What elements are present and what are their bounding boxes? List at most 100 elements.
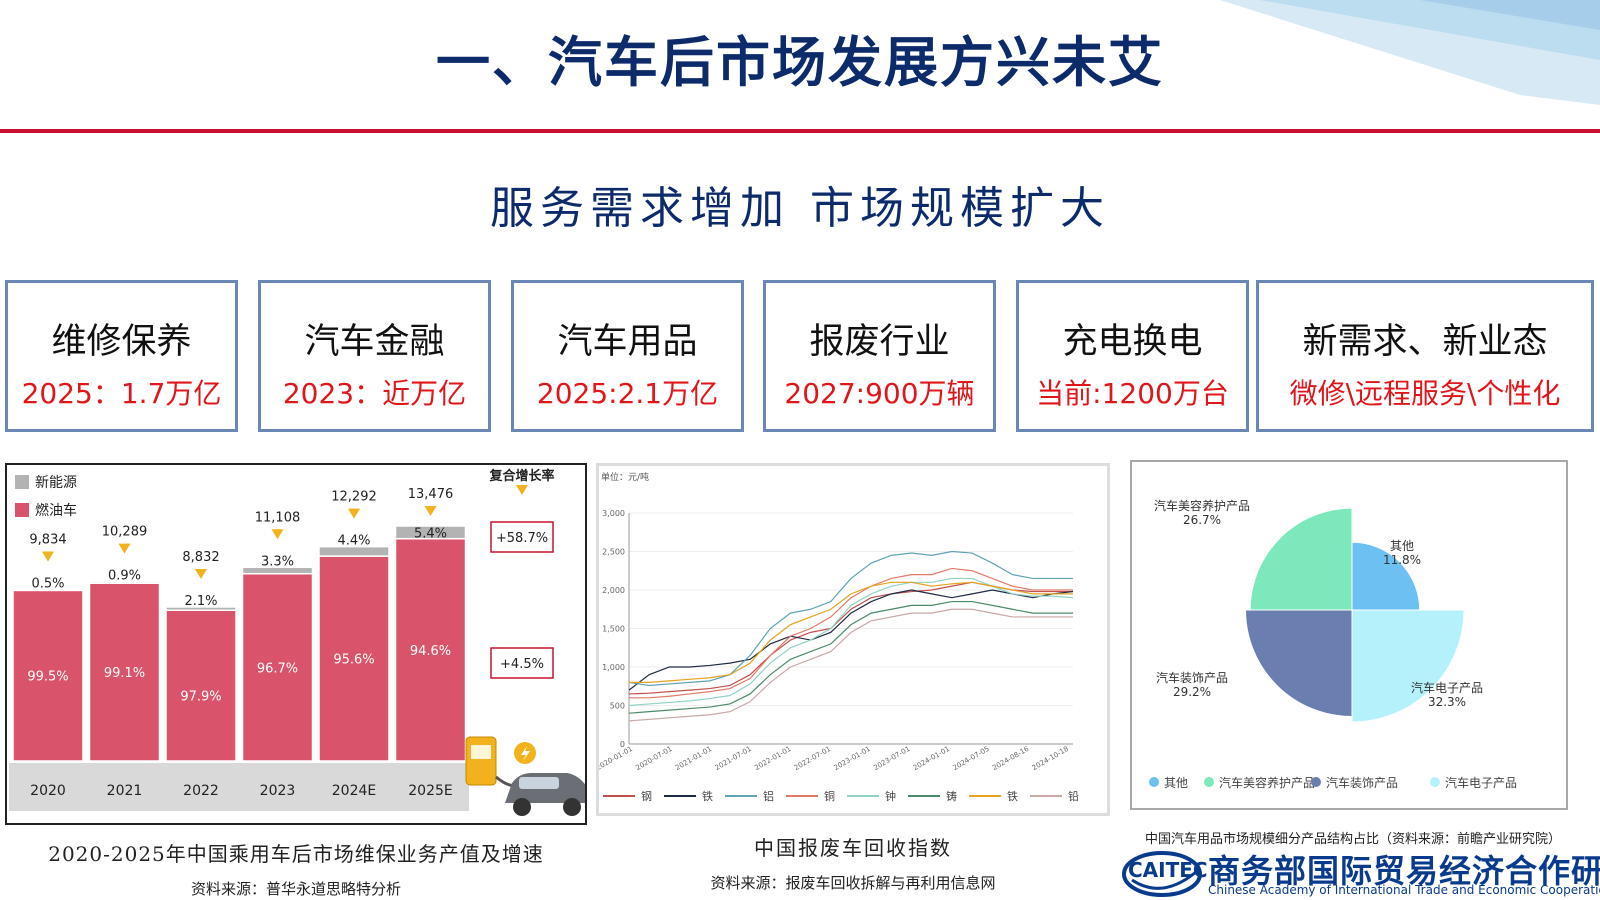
- bar-nev: [318, 545, 390, 557]
- cagr-value: +58.7%: [496, 531, 548, 546]
- nev-share-label: 4.4%: [337, 534, 370, 549]
- legend-swatch: [1430, 777, 1440, 787]
- logo-mark: CAITEC: [1128, 858, 1208, 882]
- y-tick-label: 2,000: [602, 586, 625, 595]
- x-tick-label: 2024-01-01: [912, 745, 951, 772]
- fuel-share-label: 97.9%: [180, 690, 221, 705]
- bar-nev: [241, 566, 314, 575]
- legend-swatch: [15, 475, 29, 489]
- page-subtitle: 服务需求增加 市场规模扩大: [490, 183, 1110, 234]
- fuel-share-label: 95.6%: [333, 653, 374, 668]
- nev-share-label: 0.9%: [108, 569, 141, 584]
- y-tick-label: 1,500: [602, 625, 625, 634]
- total-label: 9,834: [29, 533, 66, 548]
- x-tick-label: 2023-01-01: [833, 745, 872, 772]
- y-tick-label: 0: [620, 740, 625, 749]
- caitec-logo: CAITEC 商务部国际贸易经济合作研究院 Chinese Academy of…: [1122, 848, 1600, 898]
- category-label: 2020: [30, 783, 66, 799]
- bar-fuel: [12, 589, 84, 762]
- card-auto-supplies: 汽车用品 2025:2.1万亿: [511, 280, 744, 432]
- bar-chart-source: 资料来源：普华永道思略特分析: [190, 880, 401, 898]
- category-label: 2023: [260, 783, 296, 799]
- scrap-index-line-chart: 单位：元/吨 0 500 1,000 1,500 2,000 2,500 3,000 2020-…: [595, 471, 1079, 803]
- series-line: [628, 581, 1073, 695]
- legend-label: 铜: [824, 789, 835, 803]
- corner-decoration: [1220, 0, 1600, 105]
- pie-chart-caption: 中国汽车用品市场规模细分产品结构占比（资料来源：前瞻产业研究院）: [1144, 832, 1561, 847]
- legend-label: 燃油车: [35, 502, 77, 519]
- cagr-box: [490, 521, 554, 553]
- x-tick-label: 2024-08-16: [991, 745, 1031, 773]
- line-chart-source: 资料来源：报废车回收拆解与再利用信息网: [710, 874, 996, 892]
- legend-label: 汽车美容养护产品: [1219, 775, 1315, 790]
- category-label: 2024E: [332, 783, 376, 799]
- total-label: 10,289: [102, 525, 148, 540]
- x-tick-label: 2021-01-01: [674, 745, 713, 772]
- bar-nev: [165, 606, 237, 611]
- bar-nev: [394, 525, 467, 540]
- total-arrow-icon: [424, 506, 437, 516]
- logo-name-en: Chinese Academy of International Trade a…: [1208, 883, 1600, 897]
- total-label: 12,292: [331, 490, 377, 505]
- fuel-share-label: 99.1%: [104, 666, 145, 681]
- legend-label: 铅: [1068, 789, 1079, 803]
- legend-label: 钢: [641, 790, 652, 803]
- x-tick-label: 2022-07-01: [793, 745, 832, 772]
- bar-nev: [88, 580, 161, 584]
- card-title: 汽车金融: [304, 322, 445, 362]
- legend-swatch: [1149, 777, 1159, 787]
- y-tick-label: 500: [610, 702, 625, 711]
- series-line: [628, 589, 1074, 691]
- y-tick-label: 3,000: [602, 509, 625, 518]
- slice-name-label: 汽车美容养护产品: [1154, 498, 1250, 513]
- category-label: 2025E: [408, 783, 452, 799]
- x-tick-label: 2020-01-01: [599, 745, 634, 772]
- x-tick-label: 2023-07-01: [872, 745, 911, 772]
- legend-label: 铁: [702, 790, 713, 803]
- slice-value-label: 26.7%: [1183, 513, 1221, 527]
- series-line: [628, 600, 1073, 714]
- pie-slice: [1245, 609, 1353, 717]
- cagr-box: [490, 647, 554, 679]
- fuel-share-label: 94.6%: [410, 644, 451, 659]
- pie-slice: [1351, 609, 1465, 723]
- fuel-share-label: 96.7%: [257, 661, 298, 676]
- cagr-arrow-icon: [516, 485, 528, 495]
- legend-label: 新能源: [35, 475, 77, 491]
- card-finance: 汽车金融 2023：近万亿: [258, 280, 491, 432]
- category-label: 2021: [107, 783, 143, 799]
- bar-chart-caption: 2020-2025年中国乘用车后市场维保业务产值及增速: [48, 842, 544, 866]
- card-title: 报废行业: [809, 322, 950, 362]
- slice-name-label: 汽车电子产品: [1411, 680, 1483, 695]
- fuel-share-label: 99.5%: [27, 670, 68, 685]
- card-maintenance: 维修保养 2025：1.7万亿: [5, 280, 238, 432]
- x-tick-label: 2024-10-18: [1031, 745, 1070, 772]
- card-title: 汽车用品: [557, 322, 698, 362]
- legend-swatch: [1311, 777, 1321, 787]
- slice-value-label: 29.2%: [1173, 685, 1211, 699]
- bar-fuel: [241, 572, 314, 762]
- series-line: [628, 608, 1073, 722]
- card-value: 微修\远程服务\个性化: [1289, 377, 1561, 410]
- series-line: [628, 550, 1073, 687]
- total-arrow-icon: [195, 568, 207, 579]
- pie-slice: [1249, 507, 1353, 611]
- scrap-index-chart: 单位：元/吨 0 500 1,000 1,500 2,000 2,500 3,000 2020-…: [595, 463, 1110, 816]
- card-value: 2025:2.1万亿: [536, 377, 719, 410]
- card-value: 2025：1.7万亿: [21, 377, 222, 410]
- category-label: 2022: [183, 783, 219, 799]
- bar-fuel: [165, 609, 237, 762]
- legend-label: 汽车电子产品: [1445, 775, 1517, 790]
- nev-share-label: 3.3%: [261, 554, 294, 569]
- bar-nev: [12, 588, 84, 592]
- cagr-title: 复合增长率: [488, 468, 554, 484]
- ev-charging-car-icon: [465, 736, 589, 816]
- series-line: [628, 577, 1074, 707]
- y-unit-label: 单位：元/吨: [601, 471, 649, 483]
- total-arrow-icon: [271, 529, 284, 540]
- total-label: 8,832: [182, 550, 219, 565]
- y-tick-label: 2,500: [602, 548, 625, 557]
- slice-value-label: 11.8%: [1383, 553, 1421, 567]
